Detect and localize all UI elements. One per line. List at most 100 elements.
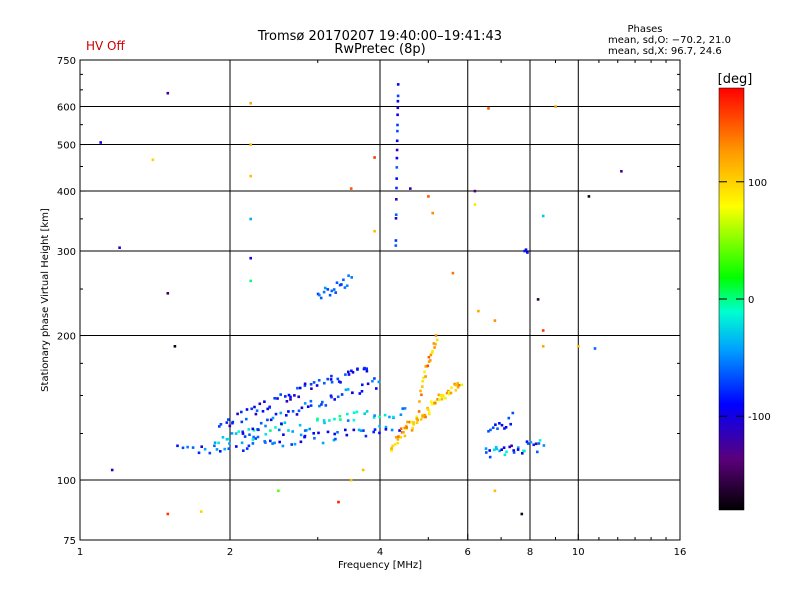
chart-title: Tromsø 20170207 19:40:00–19:41:43 [257, 29, 502, 44]
stats-o-mode: mean, sd,O: −70.2, 21.0 [608, 35, 731, 46]
data-point [352, 418, 356, 422]
data-point [396, 99, 400, 103]
data-point [249, 256, 252, 260]
data-point [502, 446, 506, 449]
data-point [493, 319, 497, 322]
data-point [299, 440, 303, 444]
data-point [344, 373, 347, 376]
data-point [258, 402, 262, 406]
data-point [249, 143, 252, 146]
data-point [442, 394, 445, 397]
data-point [396, 129, 399, 133]
data-point [291, 430, 294, 433]
data-point [445, 391, 449, 395]
data-point [241, 430, 244, 434]
data-point [399, 436, 403, 439]
data-point [401, 407, 404, 410]
data-point [508, 445, 511, 449]
data-point [337, 500, 340, 504]
data-point [396, 113, 399, 117]
data-point [372, 430, 375, 434]
x-tick-label: 10 [572, 547, 585, 558]
data-point [405, 426, 408, 429]
data-point [395, 198, 398, 201]
data-point [593, 347, 597, 350]
data-point [300, 406, 304, 410]
data-point [487, 107, 490, 110]
data-point [410, 429, 414, 432]
data-point [433, 346, 436, 349]
data-point [424, 375, 427, 378]
data-point [523, 249, 526, 253]
data-point [430, 351, 434, 354]
data-point [419, 389, 422, 393]
data-point [509, 422, 512, 426]
data-point [417, 410, 421, 413]
data-point [512, 449, 515, 452]
data-point [362, 429, 365, 432]
data-point [373, 428, 377, 431]
data-point [525, 440, 529, 443]
data-point [447, 392, 451, 396]
data-point [240, 410, 243, 414]
colorbar-tick-label: -100 [748, 412, 771, 423]
data-point [436, 398, 439, 401]
data-point [269, 429, 272, 432]
data-point [225, 438, 229, 441]
data-point [373, 156, 376, 159]
data-point [295, 413, 299, 416]
data-point [396, 441, 399, 445]
data-point [251, 442, 255, 445]
data-point [431, 349, 434, 353]
data-point [620, 170, 623, 173]
data-point [371, 379, 374, 383]
data-point [247, 428, 251, 431]
data-point [395, 186, 398, 190]
data-point [449, 391, 453, 395]
data-point [350, 276, 353, 279]
data-point [336, 377, 340, 381]
data-point [240, 420, 244, 424]
data-point [396, 94, 400, 98]
data-point [537, 442, 541, 445]
data-point [343, 286, 347, 289]
data-point [254, 437, 257, 440]
data-point [361, 468, 365, 472]
data-point [400, 431, 404, 434]
data-point [297, 395, 300, 399]
data-point [516, 448, 520, 451]
data-point [394, 239, 398, 242]
data-point [240, 441, 244, 445]
data-point [498, 422, 501, 425]
data-point [323, 286, 327, 290]
data-point [256, 435, 260, 439]
data-point [384, 425, 388, 429]
data-point [249, 217, 252, 221]
data-point [451, 271, 455, 275]
data-point [333, 432, 336, 436]
data-point [231, 420, 235, 424]
data-point [428, 412, 431, 416]
data-point [426, 364, 430, 368]
data-point [243, 435, 247, 438]
data-point [412, 421, 415, 424]
data-point [378, 415, 381, 419]
data-point [335, 281, 339, 284]
data-point [477, 309, 480, 313]
data-point [309, 404, 313, 407]
data-point [213, 444, 216, 448]
data-point [507, 416, 511, 420]
data-point [309, 383, 313, 386]
data-point [223, 447, 226, 451]
data-point [278, 440, 281, 444]
data-point [263, 400, 266, 403]
data-point [412, 423, 415, 426]
data-point [203, 447, 207, 451]
data-point [303, 384, 307, 387]
data-point [166, 292, 170, 295]
data-point [429, 353, 433, 357]
x-axis-ticks: 1 2 4 6 8 10 16 [77, 60, 686, 558]
data-point [227, 437, 230, 441]
data-point [287, 410, 290, 413]
data-point [342, 278, 345, 282]
